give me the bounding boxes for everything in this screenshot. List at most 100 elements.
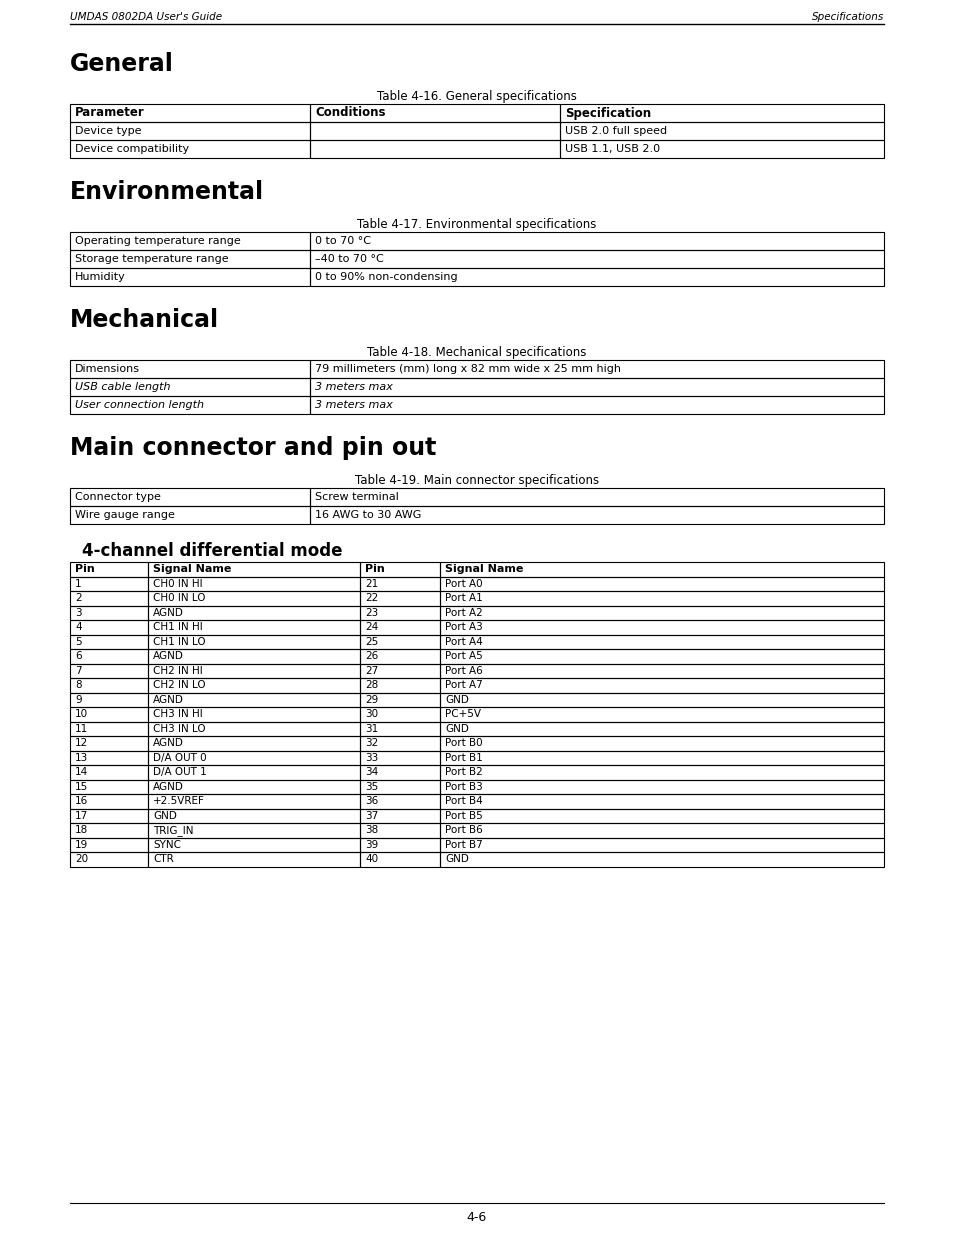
Bar [439,751,883,764]
Text: Table 4-16. General specifications: Table 4-16. General specifications [376,90,577,103]
Bar [148,663,359,678]
Bar [359,794,439,809]
Bar [148,751,359,764]
Text: CH0 IN LO: CH0 IN LO [152,593,205,603]
Bar [70,721,148,736]
Text: 1: 1 [75,579,82,589]
Text: 16 AWG to 30 AWG: 16 AWG to 30 AWG [314,510,421,520]
Text: Port B4: Port B4 [444,797,482,806]
Text: Environmental: Environmental [70,180,264,204]
Bar [148,823,359,837]
Text: Port B6: Port B6 [444,825,482,835]
Text: CH1 IN LO: CH1 IN LO [152,637,206,647]
Text: PC+5V: PC+5V [444,709,480,719]
Bar [70,506,310,524]
Bar [439,779,883,794]
Text: GND: GND [152,810,176,821]
Bar [310,232,883,249]
Bar [439,764,883,779]
Text: 7: 7 [75,666,82,676]
Text: GND: GND [444,724,468,734]
Text: 8: 8 [75,680,82,690]
Text: USB 2.0 full speed: USB 2.0 full speed [564,126,666,136]
Text: GND: GND [444,695,468,705]
Text: User connection length: User connection length [75,400,204,410]
Bar [148,706,359,721]
Bar [70,577,148,592]
Bar [148,779,359,794]
Bar [439,635,883,650]
Text: Port A2: Port A2 [444,608,482,618]
Text: CTR: CTR [152,855,173,864]
Text: TRIG_IN: TRIG_IN [152,825,193,836]
Bar [148,693,359,706]
Text: CH3 IN HI: CH3 IN HI [152,709,203,719]
Bar [148,736,359,751]
Text: Port B3: Port B3 [444,782,482,792]
Bar [559,104,883,122]
Bar [148,635,359,650]
Text: 24: 24 [365,622,377,632]
Text: Pin: Pin [75,564,94,574]
Text: 0 to 90% non-condensing: 0 to 90% non-condensing [314,272,457,282]
Bar [70,779,148,794]
Bar [70,693,148,706]
Bar [310,140,559,158]
Text: Signal Name: Signal Name [152,564,232,574]
Text: Specifications: Specifications [811,12,883,22]
Text: AGND: AGND [152,608,184,618]
Text: CH2 IN HI: CH2 IN HI [152,666,203,676]
Bar [70,396,310,414]
Bar [359,823,439,837]
Bar [439,650,883,663]
Bar [310,268,883,287]
Text: 14: 14 [75,767,89,777]
Bar [70,650,148,663]
Bar [359,852,439,867]
Bar [148,678,359,693]
Text: 40: 40 [365,855,377,864]
Bar [310,359,883,378]
Text: Port A6: Port A6 [444,666,482,676]
Text: 9: 9 [75,695,82,705]
Bar [70,678,148,693]
Text: 31: 31 [365,724,377,734]
Text: GND: GND [444,855,468,864]
Text: 3 meters max: 3 meters max [314,400,393,410]
Text: CH3 IN LO: CH3 IN LO [152,724,206,734]
Text: 10: 10 [75,709,88,719]
Text: Operating temperature range: Operating temperature range [75,236,240,246]
Text: Port A5: Port A5 [444,651,482,661]
Bar [439,852,883,867]
Bar [310,396,883,414]
Text: SYNC: SYNC [152,840,181,850]
Text: General: General [70,52,173,77]
Text: 21: 21 [365,579,377,589]
Bar [70,488,310,506]
Text: Device type: Device type [75,126,141,136]
Text: Wire gauge range: Wire gauge range [75,510,174,520]
Text: 28: 28 [365,680,377,690]
Text: 5: 5 [75,637,82,647]
Bar [439,577,883,592]
Bar [148,794,359,809]
Text: 29: 29 [365,695,377,705]
Bar [439,794,883,809]
Bar [70,852,148,867]
Text: Port B1: Port B1 [444,753,482,763]
Text: CH2 IN LO: CH2 IN LO [152,680,206,690]
Text: Table 4-17. Environmental specifications: Table 4-17. Environmental specifications [357,219,596,231]
Bar [359,751,439,764]
Text: Port B0: Port B0 [444,739,482,748]
Bar [439,736,883,751]
Text: Humidity: Humidity [75,272,126,282]
Bar [359,764,439,779]
Bar [359,577,439,592]
Bar [439,592,883,605]
Text: USB 1.1, USB 2.0: USB 1.1, USB 2.0 [564,144,659,154]
Text: 4-6: 4-6 [466,1212,487,1224]
Text: Port A1: Port A1 [444,593,482,603]
Bar [70,104,310,122]
Text: 19: 19 [75,840,89,850]
Text: Signal Name: Signal Name [444,564,523,574]
